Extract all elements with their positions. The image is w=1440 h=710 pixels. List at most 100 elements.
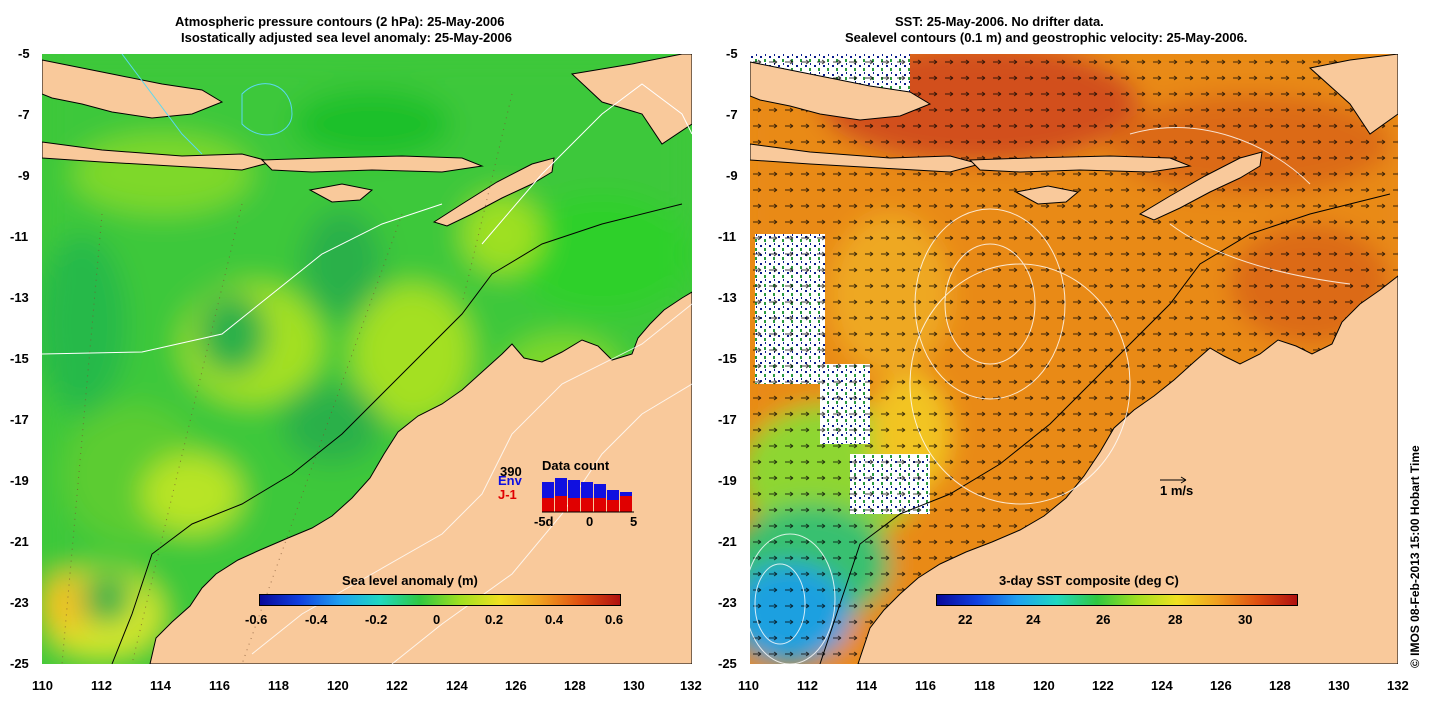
data-count-j1-bar: [568, 498, 580, 512]
pressure-contour: [481, 83, 692, 245]
sumba-island: [1014, 185, 1080, 205]
right-lon-tick: 110: [738, 678, 759, 693]
left-lon-tick: 118: [268, 678, 289, 693]
data-count-tick: 5: [630, 514, 638, 529]
right-lat-tick: -9: [726, 168, 738, 183]
sumba-island: [308, 183, 374, 203]
data-count-j1-bar: [542, 498, 554, 512]
data-count-j1-label: J-1: [498, 487, 517, 502]
left-lon-tick: 116: [209, 678, 230, 693]
left-lat-tick: -19: [10, 473, 29, 488]
left-lat-tick: -5: [18, 46, 30, 61]
right-lon-tick: 120: [1033, 678, 1055, 693]
timor-island: [1138, 151, 1263, 221]
right-lon-tick: 114: [856, 678, 877, 693]
right-map-panel: 1 m/s 3-day SST composite (deg C) 22 24 …: [750, 54, 1398, 664]
right-title-line2: Sealevel contours (0.1 m) and geostrophi…: [845, 30, 1248, 45]
left-colorbar-label: Sea level anomaly (m): [342, 573, 478, 588]
data-count-j1-bar: [620, 496, 632, 512]
left-colorbar-tick: 0: [433, 612, 441, 627]
data-count-max: 390: [500, 464, 522, 479]
data-count-env-label: Env: [498, 473, 522, 488]
left-lon-tick: 130: [623, 678, 645, 693]
data-count-title: Data count: [542, 458, 610, 473]
left-lon-tick: 128: [564, 678, 586, 693]
velocity-key-label: 1 m/s: [1160, 483, 1194, 498]
left-colorbar-tick: -0.6: [245, 612, 268, 627]
data-count-j1-bar: [594, 498, 606, 512]
left-lon-tick: 120: [327, 678, 349, 693]
right-lon-tick: 124: [1151, 678, 1173, 693]
left-title-line2: Isostatically adjusted sea level anomaly…: [181, 30, 512, 45]
right-colorbar-tick: 22: [958, 612, 973, 627]
left-lon-tick: 110: [32, 678, 53, 693]
flores-island: [260, 155, 484, 173]
left-lon-tick: 112: [91, 678, 112, 693]
left-lon-tick: 124: [446, 678, 468, 693]
left-lat-tick: -25: [10, 656, 29, 671]
dotted-lines: [61, 93, 513, 664]
right-lat-tick: -23: [718, 595, 737, 610]
australia-land: [149, 291, 692, 664]
left-colorbar-tick: -0.4: [305, 612, 328, 627]
left-lat-tick: -7: [18, 107, 30, 122]
velocity-key-arrow: [1160, 476, 1187, 484]
right-lon-tick: 112: [797, 678, 818, 693]
right-colorbar-label: 3-day SST composite (deg C): [999, 573, 1179, 588]
right-lat-tick: -17: [718, 412, 737, 427]
sumbawa-island: [750, 143, 982, 173]
left-lat-tick: -11: [10, 229, 29, 244]
right-lon-tick: 122: [1092, 678, 1114, 693]
left-lat-tick: -23: [10, 595, 29, 610]
data-count-j1-bar: [581, 498, 593, 512]
left-lat-tick: -9: [18, 168, 30, 183]
left-colorbar-tick: 0.4: [545, 612, 564, 627]
left-lat-tick: -13: [10, 290, 29, 305]
right-lat-tick: -15: [718, 351, 737, 366]
right-title-line1: SST: 25-May-2006. No drifter data.: [895, 14, 1104, 29]
right-lat-tick: -25: [718, 656, 737, 671]
sumbawa-island: [42, 141, 274, 171]
right-colorbar-tick: 26: [1096, 612, 1111, 627]
right-lon-tick: 118: [974, 678, 995, 693]
right-lat-tick: -19: [718, 473, 737, 488]
imos-credit: © IMOS 08-Feb-2013 15:00 Hobart Time: [1408, 445, 1422, 668]
data-count-j1-bar: [555, 496, 567, 512]
java-island: [42, 59, 224, 119]
shelf-contour: [819, 193, 1391, 664]
right-map-svg: [750, 54, 1398, 664]
left-colorbar-tick: 0.6: [605, 612, 624, 627]
timor-island: [432, 157, 555, 227]
left-lon-tick: 132: [680, 678, 702, 693]
left-lon-tick: 114: [150, 678, 171, 693]
right-lat-tick: -5: [726, 46, 738, 61]
right-lat-tick: -21: [718, 534, 737, 549]
left-map-svg: [42, 54, 692, 664]
right-lat-tick: -13: [718, 290, 737, 305]
north-islands: [570, 54, 692, 145]
data-count-tick: 0: [586, 514, 594, 529]
java-island: [750, 61, 932, 121]
left-lat-tick: -17: [10, 412, 29, 427]
right-colorbar: [936, 594, 1298, 606]
sealevel-contours: [750, 127, 1351, 664]
right-lon-tick: 126: [1210, 678, 1232, 693]
left-lon-tick: 122: [386, 678, 408, 693]
right-colorbar-tick: 28: [1168, 612, 1183, 627]
pressure-contour: [121, 54, 203, 155]
land-contour: [391, 383, 692, 664]
data-count-j1-bar: [607, 500, 619, 512]
right-lon-tick: 128: [1269, 678, 1291, 693]
left-lat-tick: -15: [10, 351, 29, 366]
flores-island: [968, 155, 1192, 173]
right-lat-tick: -7: [726, 107, 738, 122]
right-lat-tick: -11: [718, 229, 737, 244]
australia-land: [857, 275, 1398, 664]
left-colorbar-tick: 0.2: [485, 612, 504, 627]
data-count-chart: [542, 478, 634, 513]
shelf-contour: [111, 203, 683, 664]
left-colorbar-tick: -0.2: [365, 612, 388, 627]
left-colorbar: [259, 594, 621, 606]
right-lon-tick: 116: [915, 678, 936, 693]
pressure-contour: [42, 203, 443, 355]
